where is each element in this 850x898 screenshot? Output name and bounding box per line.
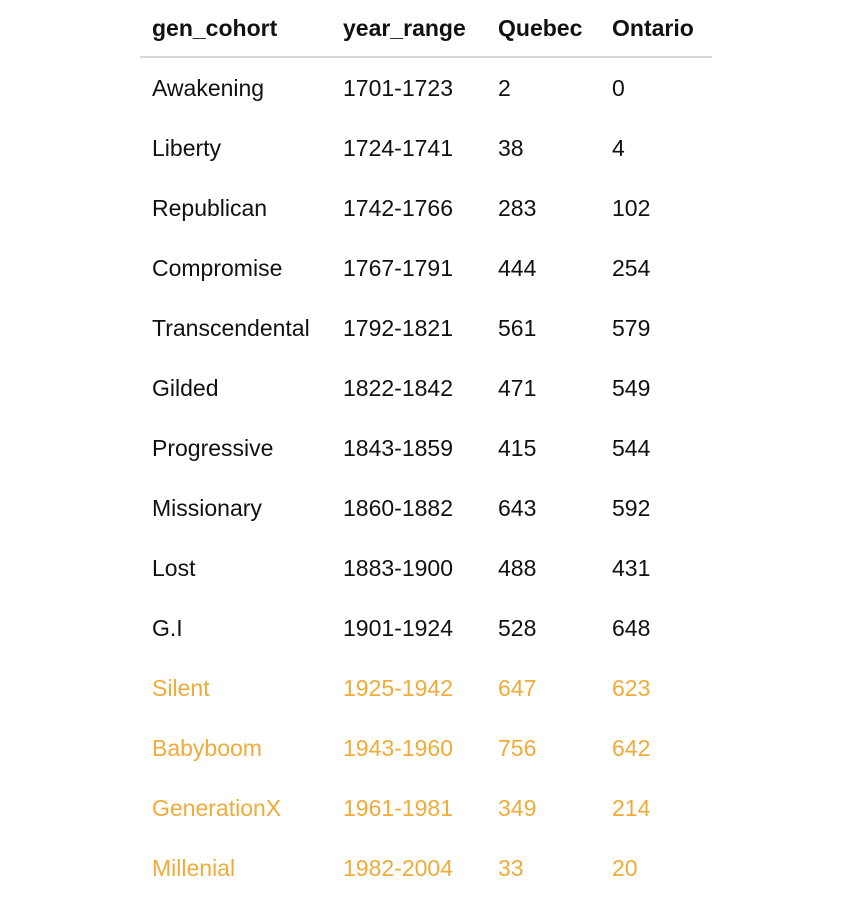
table-header: gen_cohort year_range Quebec Ontario xyxy=(140,0,712,58)
header-gen-cohort: gen_cohort xyxy=(140,0,331,58)
cell-ontario: 623 xyxy=(612,674,651,701)
cell-gen-cohort: Babyboom xyxy=(152,734,262,761)
header-ontario: Ontario xyxy=(600,0,712,58)
table-row: G.I 1901-1924 528 648 xyxy=(140,598,712,658)
cell-gen-cohort: Compromise xyxy=(152,254,283,281)
cell-ontario: 544 xyxy=(612,434,651,461)
cell-ontario: 4 xyxy=(612,134,625,161)
cell-ontario: 254 xyxy=(612,254,651,281)
cell-quebec: 33 xyxy=(498,854,524,881)
cell-gen-cohort: G.I xyxy=(152,614,183,641)
cell-year-range: 1822-1842 xyxy=(343,374,453,401)
cell-ontario: 642 xyxy=(612,734,651,761)
cell-ontario: 20 xyxy=(612,854,638,881)
cell-ontario: 549 xyxy=(612,374,651,401)
cell-year-range: 1883-1900 xyxy=(343,554,453,581)
header-quebec: Quebec xyxy=(486,0,600,58)
cell-quebec: 38 xyxy=(498,134,524,161)
cell-gen-cohort: Lost xyxy=(152,554,196,581)
cell-quebec: 471 xyxy=(498,374,537,401)
cell-year-range: 1724-1741 xyxy=(343,134,453,161)
cell-quebec: 349 xyxy=(498,794,537,821)
cell-year-range: 1792-1821 xyxy=(343,314,453,341)
table-row: Republican 1742-1766 283 102 xyxy=(140,178,712,238)
cell-year-range: 1843-1859 xyxy=(343,434,453,461)
cell-year-range: 1860-1882 xyxy=(343,494,453,521)
header-row: gen_cohort year_range Quebec Ontario xyxy=(140,0,712,58)
table-row: GenerationX 1961-1981 349 214 xyxy=(140,778,712,838)
table-row: Millenial 1982-2004 33 20 xyxy=(140,838,712,898)
cell-quebec: 528 xyxy=(498,614,537,641)
cohort-table: gen_cohort year_range Quebec Ontario Awa… xyxy=(140,0,712,898)
cell-year-range: 1961-1981 xyxy=(343,794,453,821)
cell-ontario: 102 xyxy=(612,194,651,221)
cell-gen-cohort: Awakening xyxy=(152,74,265,101)
cell-ontario: 648 xyxy=(612,614,651,641)
header-year-range: year_range xyxy=(331,0,486,58)
cell-quebec: 444 xyxy=(498,254,537,281)
cell-quebec: 283 xyxy=(498,194,537,221)
cell-gen-cohort: Republican xyxy=(152,194,268,221)
cell-gen-cohort: Silent xyxy=(152,674,210,701)
cell-gen-cohort: Millenial xyxy=(152,854,236,881)
table-row: Babyboom 1943-1960 756 642 xyxy=(140,718,712,778)
cell-ontario: 0 xyxy=(612,74,625,101)
cell-gen-cohort: GenerationX xyxy=(152,794,282,821)
cell-year-range: 1742-1766 xyxy=(343,194,453,221)
cell-ontario: 431 xyxy=(612,554,651,581)
cell-gen-cohort: Liberty xyxy=(152,134,222,161)
table-row: Gilded 1822-1842 471 549 xyxy=(140,358,712,418)
cell-year-range: 1925-1942 xyxy=(343,674,453,701)
cell-year-range: 1943-1960 xyxy=(343,734,453,761)
cell-ontario: 592 xyxy=(612,494,651,521)
table-row: Lost 1883-1900 488 431 xyxy=(140,538,712,598)
table-row: Transcendental 1792-1821 561 579 xyxy=(140,298,712,358)
cell-gen-cohort: Missionary xyxy=(152,494,262,521)
cell-gen-cohort: Progressive xyxy=(152,434,274,461)
cell-quebec: 488 xyxy=(498,554,537,581)
table-row: Progressive 1843-1859 415 544 xyxy=(140,418,712,478)
table-body: Awakening 1701-1723 2 0 Liberty 1724-1741 38 4 R… xyxy=(140,57,712,898)
cell-year-range: 1767-1791 xyxy=(343,254,453,281)
table-row: Silent 1925-1942 647 623 xyxy=(140,658,712,718)
cell-year-range: 1701-1723 xyxy=(343,74,453,101)
cell-quebec: 561 xyxy=(498,314,537,341)
cell-quebec: 756 xyxy=(498,734,537,761)
cell-gen-cohort: Transcendental xyxy=(152,314,310,341)
table-row: Liberty 1724-1741 38 4 xyxy=(140,118,712,178)
table-row: Missionary 1860-1882 643 592 xyxy=(140,478,712,538)
cell-ontario: 579 xyxy=(612,314,651,341)
cell-year-range: 1901-1924 xyxy=(343,614,453,641)
cell-quebec: 643 xyxy=(498,494,537,521)
cell-quebec: 2 xyxy=(498,74,511,101)
cell-quebec: 415 xyxy=(498,434,537,461)
cell-year-range: 1982-2004 xyxy=(343,854,453,881)
cohort-table-container: gen_cohort year_range Quebec Ontario Awa… xyxy=(140,0,712,898)
table-row: Awakening 1701-1723 2 0 xyxy=(140,57,712,118)
cell-quebec: 647 xyxy=(498,674,537,701)
cell-gen-cohort: Gilded xyxy=(152,374,219,401)
table-row: Compromise 1767-1791 444 254 xyxy=(140,238,712,298)
cell-ontario: 214 xyxy=(612,794,651,821)
